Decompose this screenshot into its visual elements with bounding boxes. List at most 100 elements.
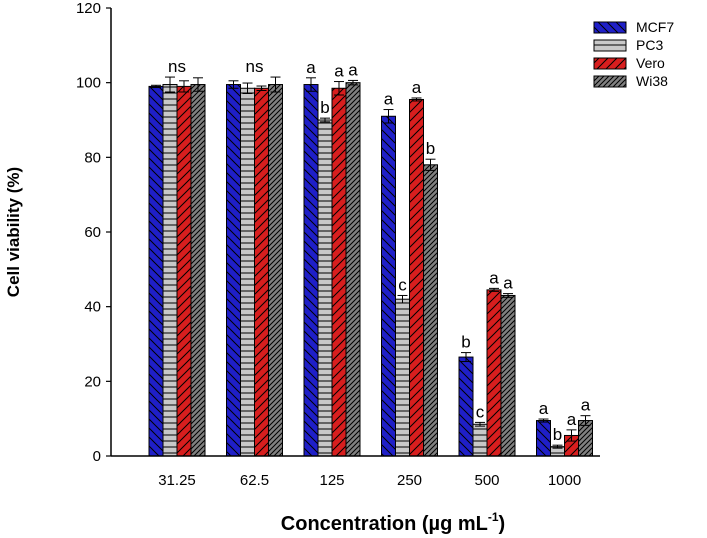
x-tick-label-31.25: 31.25 xyxy=(158,472,196,489)
y-tick-label-0: 0 xyxy=(93,448,101,465)
y-axis-title: Cell viability (%) xyxy=(4,167,23,297)
legend-item-mcf7: MCF7 xyxy=(593,19,674,35)
y-tick-label-40: 40 xyxy=(84,299,101,316)
bar-pc3-31.25 xyxy=(162,84,178,457)
bar-wi38-62.5 xyxy=(268,84,283,457)
bar-vero-31.25 xyxy=(176,85,192,457)
x-tick-label-250: 250 xyxy=(397,472,422,489)
bar-mcf7-250 xyxy=(381,115,396,457)
bar-wi38-125 xyxy=(345,82,361,457)
bar-vero-250 xyxy=(409,98,424,457)
bar-mcf7-500 xyxy=(458,356,474,457)
error-bar-pc3-250 xyxy=(397,294,408,304)
error-bar-pc3-125 xyxy=(320,117,330,123)
significance-label-11: c xyxy=(476,402,485,421)
significance-label-4: a xyxy=(334,62,344,81)
error-bar-wi38-62.5 xyxy=(270,76,281,93)
error-bar-pc3-500 xyxy=(475,421,485,427)
significance-label-0: ns xyxy=(168,57,186,76)
bar-wi38-250 xyxy=(423,164,438,457)
error-bar-vero-500 xyxy=(489,287,499,292)
y-ticks: 0 20 40 60 80 100 120 xyxy=(76,0,111,465)
error-bars-layer xyxy=(151,76,591,449)
x-axis-title-main: Concentration (µg mL xyxy=(281,513,488,535)
bar-pc3-125 xyxy=(317,119,333,457)
y-tick-label-20: 20 xyxy=(84,373,101,390)
y-tick-label-60: 60 xyxy=(84,224,101,241)
x-axis-title: Concentration (µg mL-1) xyxy=(281,510,505,535)
y-tick-label-80: 80 xyxy=(84,149,101,166)
bar-mcf7-125 xyxy=(303,84,319,457)
y-tick-label-120: 120 xyxy=(76,0,101,17)
bar-pc3-250 xyxy=(395,298,410,457)
bar-mcf7-1000 xyxy=(536,420,551,457)
bar-vero-500 xyxy=(486,289,502,457)
significance-label-1: ns xyxy=(246,57,264,76)
error-bar-wi38-31.25 xyxy=(193,77,203,92)
bar-vero-125 xyxy=(331,87,347,457)
bar-mcf7-31.25 xyxy=(148,85,164,457)
error-bar-wi38-250 xyxy=(425,158,436,171)
legend-item-wi38: Wi38 xyxy=(593,73,668,89)
x-ticks: 31.25 62.5 125 250 500 1000 xyxy=(158,472,581,489)
bar-wi38-31.25 xyxy=(190,84,206,457)
legend-swatch-mcf7 xyxy=(593,21,627,34)
x-tick-label-1000: 1000 xyxy=(548,472,581,489)
x-tick-label-500: 500 xyxy=(474,472,499,489)
significance-label-5: a xyxy=(348,60,358,79)
legend-swatch-vero xyxy=(593,57,627,70)
bar-mcf7-62.5 xyxy=(226,84,241,457)
error-bar-mcf7-62.5 xyxy=(228,80,239,89)
significance-label-7: c xyxy=(398,275,407,294)
y-tick-label-100: 100 xyxy=(76,75,101,92)
significance-label-14: a xyxy=(539,399,549,418)
legend-label-pc3: PC3 xyxy=(636,37,663,53)
error-bar-wi38-125 xyxy=(348,79,358,86)
x-axis-title-suffix: ) xyxy=(499,513,506,535)
significance-label-12: a xyxy=(489,268,499,287)
legend: MCF7 PC3 Vero Wi38 xyxy=(593,19,674,89)
legend-label-wi38: Wi38 xyxy=(636,73,668,89)
error-bar-mcf7-1000 xyxy=(538,418,549,423)
significance-label-13: a xyxy=(503,274,513,293)
error-bar-mcf7-125 xyxy=(306,77,316,92)
error-bar-mcf7-500 xyxy=(461,352,471,363)
bars-layer xyxy=(148,82,593,457)
error-bar-vero-250 xyxy=(411,97,422,102)
significance-label-9: b xyxy=(426,139,435,158)
legend-label-vero: Vero xyxy=(636,55,665,71)
significance-label-17: a xyxy=(581,396,591,415)
error-bar-vero-125 xyxy=(334,81,344,96)
error-bar-mcf7-250 xyxy=(383,109,394,124)
legend-item-pc3: PC3 xyxy=(593,37,663,53)
x-axis-title-superscript: -1 xyxy=(488,510,499,524)
error-bar-wi38-1000 xyxy=(580,415,591,426)
significance-label-2: a xyxy=(306,58,316,77)
legend-label-mcf7: MCF7 xyxy=(636,19,674,35)
error-bar-pc3-1000 xyxy=(552,444,563,449)
bar-pc3-62.5 xyxy=(240,87,255,457)
x-tick-label-62.5: 62.5 xyxy=(240,472,269,489)
significance-label-3: b xyxy=(320,98,329,117)
significance-label-16: a xyxy=(567,410,577,429)
error-bar-wi38-500 xyxy=(503,293,513,298)
error-bar-pc3-31.25 xyxy=(165,76,175,93)
bar-pc3-500 xyxy=(472,423,488,457)
significance-label-10: b xyxy=(461,333,470,352)
legend-swatch-pc3 xyxy=(593,39,627,52)
significance-label-8: a xyxy=(412,78,422,97)
error-bar-mcf7-31.25 xyxy=(151,84,161,89)
error-bar-vero-31.25 xyxy=(179,80,189,93)
bar-vero-62.5 xyxy=(254,87,269,457)
significance-label-15: b xyxy=(553,425,562,444)
error-bar-vero-1000 xyxy=(566,429,577,442)
legend-item-vero: Vero xyxy=(593,55,665,71)
legend-swatch-wi38 xyxy=(593,75,627,88)
error-bar-pc3-62.5 xyxy=(242,82,253,94)
error-bar-vero-62.5 xyxy=(256,85,267,92)
significance-label-6: a xyxy=(384,90,394,109)
bar-wi38-500 xyxy=(500,294,516,457)
x-tick-label-125: 125 xyxy=(319,472,344,489)
